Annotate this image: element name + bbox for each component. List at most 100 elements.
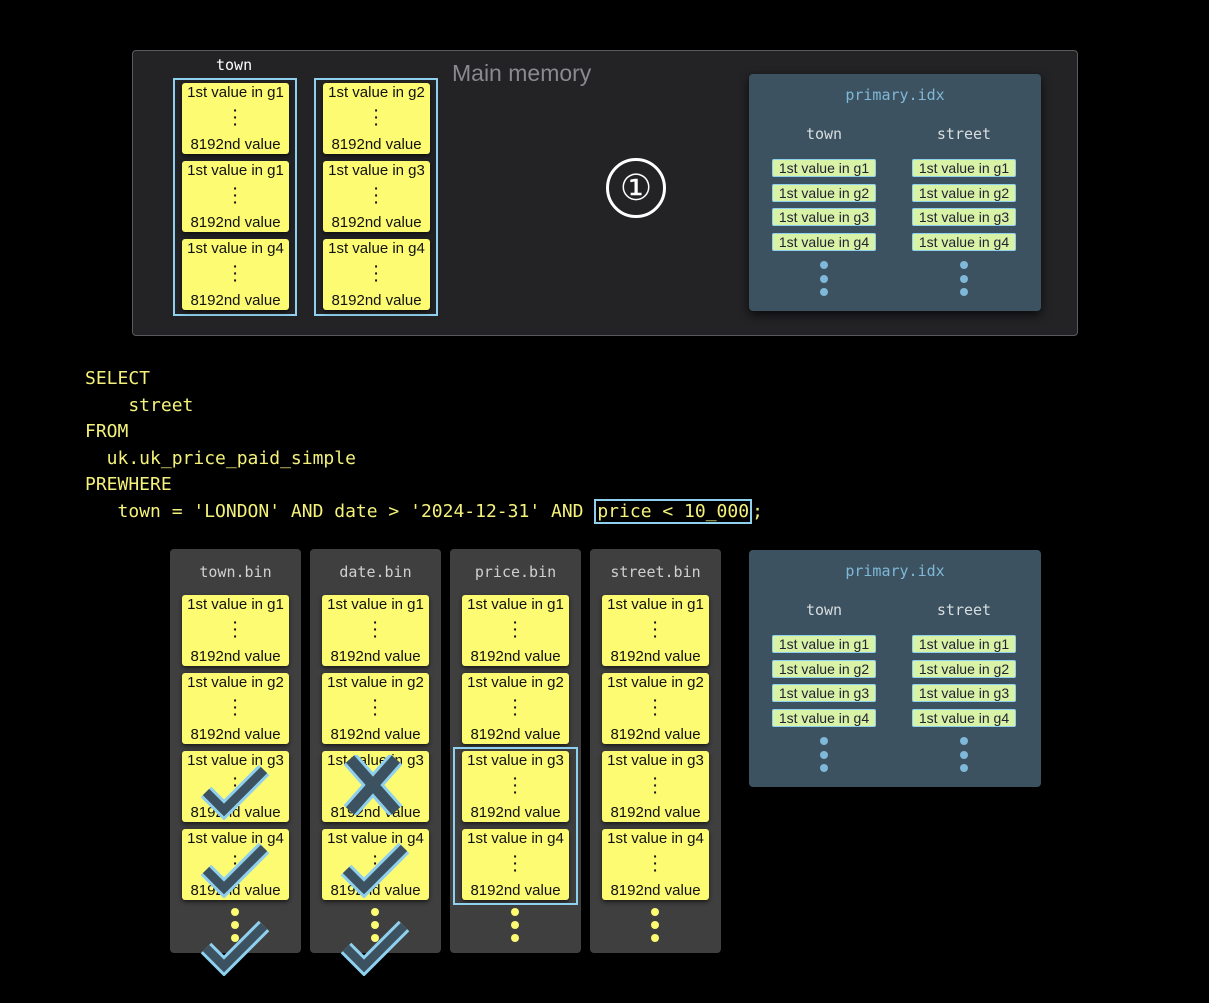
vertical-ellipsis: · · · [233, 848, 238, 878]
index-mark: 1st value in g3 [912, 684, 1016, 702]
granule-first-value: 1st value in g4 [187, 830, 284, 847]
granule-card: 1st value in g4 · · · 8192nd value [182, 239, 289, 310]
granule-first-value: 1st value in g2 [328, 84, 425, 101]
index-mark: 1st value in g4 [772, 232, 876, 251]
granule-first-value: 1st value in g1 [327, 596, 424, 613]
column-file-title: town.bin [199, 563, 272, 581]
vertical-ellipsis: · · · [513, 770, 518, 800]
granule-last-value: 8192nd value [610, 648, 701, 665]
ellipsis-dot [960, 288, 968, 296]
vertical-ellipsis: · · · [233, 770, 238, 800]
granule-card: 1st value in g4 · · · 8192nd value [323, 239, 430, 310]
vertical-ellipsis: · · · [233, 614, 238, 644]
granule-last-value: 8192nd value [190, 214, 281, 231]
granule-first-value: 1st value in g4 [328, 240, 425, 257]
granule-card: 1st value in g1 · · · 8192nd value [182, 161, 289, 232]
step-number: ① [606, 158, 666, 218]
granule-last-value: 8192nd value [470, 882, 561, 899]
vertical-ellipsis: · · · [233, 102, 238, 132]
granule-last-value: 8192nd value [190, 136, 281, 153]
sql-line: SELECT [85, 368, 151, 389]
index-mark: 1st value in g3 [772, 684, 876, 702]
granule-last-value: 8192nd value [470, 648, 561, 665]
vertical-ellipsis: · · · [513, 614, 518, 644]
vertical-ellipsis: · · · [233, 692, 238, 722]
granule-first-value: 1st value in g4 [607, 830, 704, 847]
granule-card: 1st value in g4 · · · 8192nd value [182, 829, 289, 900]
granule-last-value: 8192nd value [330, 804, 421, 821]
granule-last-value: 8192nd value [331, 136, 422, 153]
ellipsis-dot [960, 750, 968, 759]
main-memory-label: Main memory [452, 60, 592, 86]
index-column-header: town [805, 601, 843, 619]
ellipsis-dot [231, 908, 239, 916]
granule-card: 1st value in g2 · · · 8192nd value [602, 673, 709, 744]
granule-card: 1st value in g3 · · · 8192nd value [323, 161, 430, 232]
granule-last-value: 8192nd value [470, 804, 561, 821]
ellipsis-dot [231, 921, 239, 929]
vertical-ellipsis: · · · [653, 614, 658, 644]
vertical-ellipsis: · · · [373, 848, 378, 878]
sql-line: uk.uk_price_paid_simple [85, 447, 356, 469]
ellipsis-dot [820, 750, 828, 759]
granule-last-value: 8192nd value [190, 726, 281, 743]
index-column-header: street [936, 601, 992, 619]
vertical-ellipsis: · · · [233, 258, 238, 288]
ellipsis-dot [820, 764, 828, 772]
sql-query: SELECT street FROM uk.uk_price_paid_simp… [85, 366, 763, 525]
granule-first-value: 1st value in g4 [327, 830, 424, 847]
vertical-ellipsis: · · · [374, 258, 379, 288]
granule-card: 1st value in g2 · · · 8192nd value [182, 673, 289, 744]
vertical-ellipsis: · · · [373, 614, 378, 644]
index-mark: 1st value in g3 [772, 208, 876, 226]
index-mark: 1st value in g2 [912, 183, 1016, 202]
index-mark: 1st value in g1 [912, 635, 1016, 653]
vertical-ellipsis: · · · [373, 692, 378, 722]
ellipsis-dot [960, 261, 968, 269]
granule-card: 1st value in g1 · · · 8192nd value [182, 595, 289, 666]
sql-end: ; [752, 500, 763, 522]
index-column-header: town [805, 125, 843, 143]
granule-card: 1st value in g3 · · · 8192nd value [322, 751, 429, 822]
granule-last-value: 8192nd value [330, 726, 421, 743]
granule-card: 1st value in g3 · · · 8192nd value [602, 751, 709, 822]
index-mark: 1st value in g1 [772, 635, 876, 653]
vertical-ellipsis: · · · [233, 180, 238, 210]
column-file-title: date.bin [339, 563, 412, 581]
column-file-title: street.bin [610, 563, 701, 581]
index-column-header: street [936, 125, 992, 143]
index-title: primary.idx [845, 562, 945, 580]
index-mark: 1st value in g1 [772, 159, 876, 177]
granule-first-value: 1st value in g1 [607, 596, 704, 613]
ellipsis-dot [371, 934, 379, 942]
vertical-ellipsis: · · · [373, 770, 378, 800]
primary-index-panel: primary.idx town 1st value in g1 1st value … [749, 74, 1041, 311]
vertical-ellipsis: · · · [513, 848, 518, 878]
index-mark: 1st value in g3 [912, 208, 1016, 226]
vertical-ellipsis: · · · [513, 692, 518, 722]
column-file-title: price.bin [474, 563, 557, 581]
granule-card: 1st value in g2 · · · 8192nd value [462, 673, 569, 744]
index-mark: 1st value in g4 [912, 232, 1016, 251]
granule-last-value: 8192nd value [470, 726, 561, 743]
granule-first-value: 1st value in g1 [187, 162, 284, 179]
granule-card: 1st value in g1 · · · 8192nd value [462, 595, 569, 666]
vertical-ellipsis: · · · [653, 770, 658, 800]
vertical-ellipsis: · · · [374, 102, 379, 132]
granule-last-value: 8192nd value [331, 214, 422, 231]
highlighted-condition: price < 10_000 [594, 498, 753, 524]
ellipsis-dot [651, 921, 659, 929]
granule-first-value: 1st value in g3 [607, 752, 704, 769]
granule-first-value: 1st value in g1 [187, 84, 284, 101]
granule-first-value: 1st value in g3 [327, 752, 424, 769]
ellipsis-dot [960, 737, 968, 745]
town-column-label: town [216, 56, 253, 74]
granule-first-value: 1st value in g1 [187, 596, 284, 613]
granule-last-value: 8192nd value [330, 882, 421, 899]
granule-first-value: 1st value in g4 [467, 830, 564, 847]
granule-first-value: 1st value in g1 [467, 596, 564, 613]
granule-last-value: 8192nd value [610, 804, 701, 821]
granule-last-value: 8192nd value [610, 726, 701, 743]
granule-last-value: 8192nd value [610, 882, 701, 899]
granule-first-value: 1st value in g2 [607, 674, 704, 691]
